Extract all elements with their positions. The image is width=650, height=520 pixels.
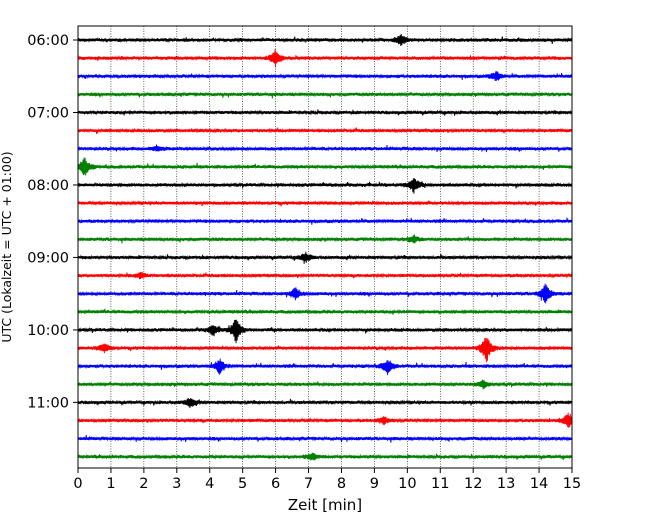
- x-tick-label: 2: [139, 476, 148, 492]
- x-tick-label: 10: [398, 476, 416, 492]
- y-axis-label: UTC (Lokalzeit = UTC + 01:00): [0, 151, 14, 342]
- trace-1100: [77, 398, 573, 409]
- y-tick-label: 10:00: [27, 323, 69, 339]
- x-tick-label: 15: [563, 476, 581, 492]
- trace-1000: [77, 319, 573, 344]
- trace-0715: [77, 127, 573, 135]
- x-tick-label: 13: [497, 476, 515, 492]
- trace-1115: [77, 412, 573, 428]
- trace-1045: [77, 379, 573, 390]
- trace-0900: [77, 251, 573, 264]
- x-tick-label: 1: [106, 476, 115, 492]
- trace-1130: [77, 434, 573, 443]
- trace-1015: [77, 337, 573, 363]
- y-tick-label: 11:00: [27, 395, 69, 411]
- trace-0730: [77, 144, 573, 153]
- trace-0815: [77, 200, 573, 207]
- x-tick-label: 12: [464, 476, 482, 492]
- trace-0700: [77, 109, 573, 116]
- x-tick-label: 5: [238, 476, 247, 492]
- plot-frame: [77, 25, 573, 469]
- trace-1145: [77, 452, 573, 461]
- trace-1030: [77, 358, 573, 376]
- x-tick-label: 6: [271, 476, 280, 492]
- y-tick-label: 07:00: [27, 105, 69, 121]
- x-axis-label: Zeit [min]: [288, 496, 362, 514]
- trace-0745: [77, 157, 573, 176]
- x-tick-label: 7: [304, 476, 313, 492]
- x-tick-label: 3: [172, 476, 181, 492]
- y-axis-ticks: 06:00 07:00 08:00 09:00 10:00 11:00: [27, 33, 78, 411]
- trace-0630: [77, 71, 573, 82]
- trace-0845: [77, 234, 573, 244]
- x-axis-ticks: 0 1 2 3 4 5 6 7 8 9 10 11 12 13 14 15: [73, 468, 581, 492]
- x-tick-label: 9: [370, 476, 379, 492]
- trace-0945: [77, 308, 573, 315]
- x-tick-label: 4: [205, 476, 214, 492]
- seismogram-traces: [77, 34, 573, 461]
- y-tick-label: 06:00: [27, 33, 69, 49]
- trace-0600: [77, 34, 573, 46]
- trace-0800: [77, 178, 573, 194]
- y-tick-label: 08:00: [27, 178, 69, 194]
- x-tick-label: 11: [431, 476, 449, 492]
- y-tick-label: 09:00: [27, 250, 69, 266]
- x-tick-label: 8: [337, 476, 346, 492]
- x-tick-label: 0: [73, 476, 82, 492]
- trace-0645: [77, 91, 573, 99]
- trace-0830: [77, 217, 573, 225]
- trace-0930: [77, 283, 573, 304]
- trace-0915: [77, 271, 573, 280]
- x-tick-label: 14: [530, 476, 548, 492]
- trace-0615: [77, 48, 573, 68]
